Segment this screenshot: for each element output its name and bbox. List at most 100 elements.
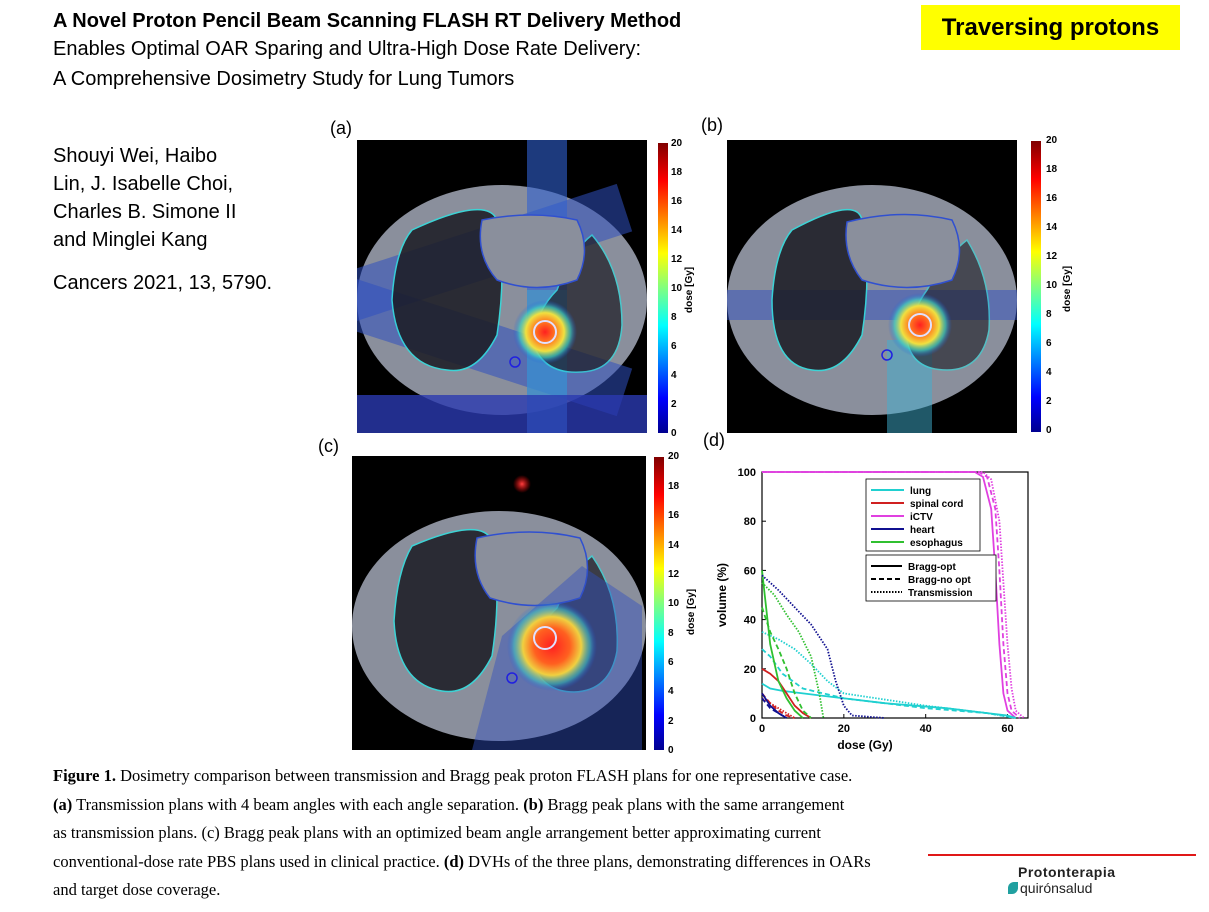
colorbar-tick: 12 — [1046, 251, 1058, 262]
dvh-legend-label: iCTV — [910, 512, 933, 523]
dvh-series-line — [761, 631, 1016, 719]
dvh-legend-structures: lung spinal cord iCTV heart esophagus — [865, 478, 981, 552]
colorbar-tick: 0 — [1046, 425, 1052, 436]
caption-line5: and target dose coverage. — [53, 880, 221, 899]
colorbar-b — [1031, 141, 1041, 432]
dvh-series-line — [762, 471, 1021, 719]
colorbar-tick: 6 — [671, 341, 677, 352]
dvh-y-tick-label: 40 — [744, 615, 756, 627]
dvh-series-line — [761, 607, 812, 719]
dvh-y-tick-label: 20 — [744, 664, 756, 676]
colorbar-tick: 8 — [668, 628, 674, 639]
colorbar-tick: 2 — [1046, 396, 1052, 407]
colorbar-tick: 20 — [671, 138, 683, 149]
dvh-legend-label: heart — [910, 525, 935, 536]
colorbar-c-title: dose [Gy] — [686, 588, 697, 635]
caption-label-b: (b) — [523, 794, 544, 814]
colorbar-tick: 0 — [668, 745, 674, 756]
dvh-x-tick-label: 20 — [838, 723, 850, 735]
dvh-series-line — [761, 574, 885, 719]
colorbar-tick: 0 — [671, 428, 677, 439]
colorbar-tick: 8 — [671, 312, 677, 323]
authors-line2: Lin, J. Isabelle Choi, — [53, 173, 234, 195]
dvh-x-tick-label: 0 — [759, 723, 765, 735]
caption-line2a: Transmission plans with 4 beam angles wi… — [76, 794, 520, 814]
footer-divider — [928, 854, 1196, 856]
ct-dose-image-b — [727, 140, 1017, 433]
colorbar-tick: 16 — [1046, 193, 1058, 204]
colorbar-tick: 16 — [671, 196, 683, 207]
ct-dose-image-c — [352, 456, 646, 750]
colorbar-tick: 10 — [668, 598, 680, 609]
dvh-series-line — [761, 692, 795, 719]
colorbar-tick: 16 — [668, 510, 680, 521]
figure-caption: Figure 1. Dosimetry comparison between t… — [53, 762, 913, 905]
paper-title-line1: A Novel Proton Pencil Beam Scanning FLAS… — [53, 10, 682, 32]
authors-block: Shouyi Wei, Haibo Lin, J. Isabelle Choi,… — [53, 142, 303, 254]
dvh-legend-label: Bragg-no opt — [908, 575, 971, 586]
citation: Cancers 2021, 13, 5790. — [53, 272, 273, 294]
colorbar-tick: 14 — [668, 540, 680, 551]
dvh-legend-label: Transmission — [908, 588, 972, 599]
dvh-series-line — [761, 570, 804, 719]
caption-line4a: conventional-dose rate PBS plans used in… — [53, 851, 440, 871]
dvh-chart: 0 20 40 60 0 20 40 60 80 100 dose (Gy) volume (%) l… — [715, 467, 1029, 752]
dvh-legend-label: spinal cord — [910, 499, 963, 510]
colorbar-tick: 6 — [1046, 338, 1052, 349]
dvh-series-line — [761, 668, 812, 719]
colorbar-tick: 18 — [671, 167, 683, 178]
dvh-y-tick-label: 60 — [744, 565, 756, 577]
caption-figure-label: Figure 1. — [53, 766, 116, 785]
dvh-series-line — [761, 697, 788, 719]
dvh-x-tick-label: 60 — [1001, 723, 1013, 735]
colorbar-tick: 20 — [668, 451, 680, 462]
colorbar-tick: 18 — [668, 481, 680, 492]
dvh-legend-label: lung — [910, 486, 931, 497]
colorbar-tick: 6 — [668, 657, 674, 668]
colorbar-c — [654, 457, 664, 750]
authors-line4: and Minglei Kang — [53, 229, 208, 251]
dvh-legend-label: esophagus — [910, 538, 963, 549]
caption-label-d: (d) — [443, 851, 465, 871]
colorbar-tick: 8 — [1046, 309, 1052, 320]
caption-line4b: DVHs of the three plans, demonstrating d… — [468, 851, 871, 871]
dvh-series-group — [761, 471, 1025, 719]
dvh-y-tick-label: 100 — [738, 467, 756, 479]
dvh-legend-label: Bragg-opt — [908, 562, 956, 573]
colorbar-tick: 20 — [1046, 135, 1058, 146]
paper-title-line3: A Comprehensive Dosimetry Study for Lung… — [53, 68, 515, 90]
logo-text-line1: Protonterapia — [1018, 864, 1116, 880]
colorbar-tick: 10 — [1046, 280, 1058, 291]
colorbar-tick: 4 — [1046, 367, 1052, 378]
colorbar-tick: 12 — [671, 254, 683, 265]
dvh-x-tick-label: 40 — [920, 723, 932, 735]
caption-label-a: (a) — [53, 794, 73, 814]
colorbar-tick: 4 — [671, 370, 677, 381]
caption-line2b: Bragg peak plans with the same arrangeme… — [547, 794, 845, 814]
logo-text-line2: quirónsalud — [1020, 880, 1093, 896]
colorbar-a — [658, 143, 668, 433]
dvh-series-line — [761, 582, 825, 719]
dvh-y-tick-label: 80 — [744, 516, 756, 528]
colorbar-tick: 14 — [671, 225, 683, 236]
colorbar-tick: 2 — [671, 399, 677, 410]
authors-line1: Shouyi Wei, Haibo — [53, 145, 218, 167]
colorbar-b-title: dose [Gy] — [1062, 265, 1073, 312]
colorbar-tick: 14 — [1046, 222, 1058, 233]
panel-label-b: (b) — [701, 115, 723, 135]
paper-title-line2: Enables Optimal OAR Sparing and Ultra-Hi… — [53, 38, 642, 60]
dvh-y-axis-label: volume (%) — [715, 563, 729, 627]
colorbar-a-title: dose [Gy] — [684, 266, 695, 313]
colorbar-tick: 18 — [1046, 164, 1058, 175]
authors-line3: Charles B. Simone II — [53, 201, 237, 223]
dvh-y-tick-label: 0 — [750, 713, 756, 725]
colorbar-tick: 12 — [668, 569, 680, 580]
dvh-legend-plans: Bragg-opt Bragg-no opt Transmission — [865, 554, 997, 602]
panel-label-d: (d) — [703, 430, 725, 450]
topic-badge: Traversing protons — [921, 5, 1180, 50]
colorbar-tick: 2 — [668, 716, 674, 727]
panel-label-a: (a) — [330, 118, 352, 138]
colorbar-tick: 4 — [668, 686, 674, 697]
dvh-series-line — [762, 471, 1025, 719]
colorbar-tick: 10 — [671, 283, 683, 294]
